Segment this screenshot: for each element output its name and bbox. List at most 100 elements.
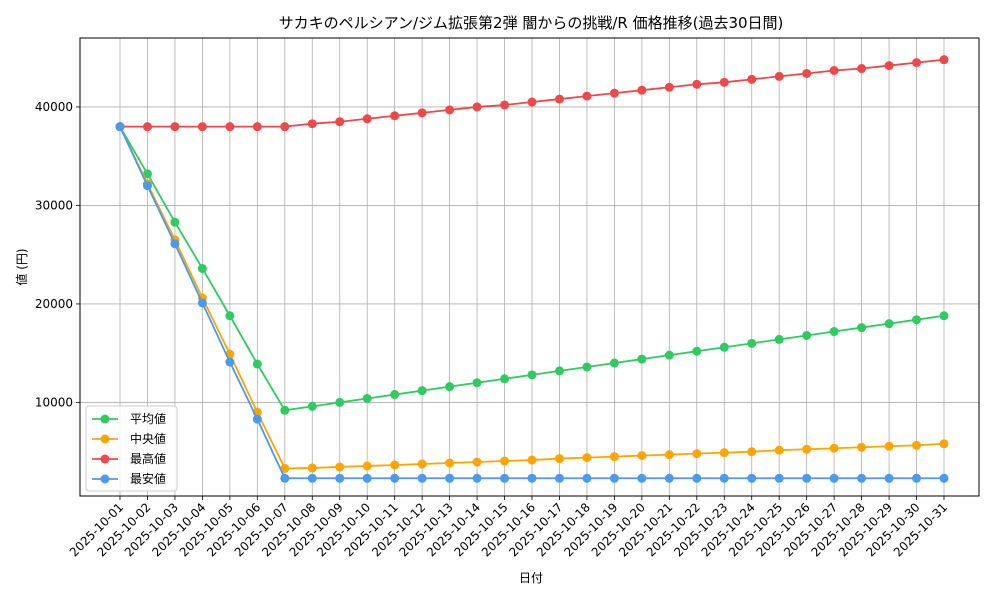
- data-point: [225, 122, 235, 132]
- x-axis-label: 日付: [519, 571, 543, 585]
- data-point: [774, 71, 784, 81]
- data-point: [280, 473, 290, 483]
- data-point: [362, 473, 372, 483]
- data-point: [692, 473, 702, 483]
- series-1: [115, 122, 949, 415]
- data-point: [692, 346, 702, 356]
- legend-label: 中央値: [130, 431, 166, 446]
- data-point: [307, 463, 317, 473]
- data-point: [802, 68, 812, 78]
- data-point: [609, 452, 619, 462]
- data-point: [197, 263, 207, 273]
- data-point: [170, 239, 180, 249]
- data-point: [857, 323, 867, 333]
- y-tick-label: 30000: [35, 198, 73, 212]
- data-point: [335, 117, 345, 127]
- data-point: [857, 64, 867, 74]
- data-point: [142, 169, 152, 179]
- data-point: [417, 386, 427, 396]
- data-point: [802, 330, 812, 340]
- data-point: [170, 217, 180, 227]
- data-point: [582, 453, 592, 463]
- data-point: [609, 88, 619, 98]
- data-point: [445, 105, 455, 115]
- data-point: [884, 473, 894, 483]
- data-point: [664, 473, 674, 483]
- data-point: [637, 473, 647, 483]
- data-point: [802, 473, 812, 483]
- data-point: [829, 327, 839, 337]
- data-point: [609, 473, 619, 483]
- data-point: [829, 473, 839, 483]
- data-point: [417, 473, 427, 483]
- data-point: [115, 122, 125, 132]
- data-point: [719, 473, 729, 483]
- data-point: [362, 461, 372, 471]
- y-tick-label: 20000: [35, 297, 73, 311]
- data-point: [719, 448, 729, 458]
- grid-lines: [80, 38, 979, 496]
- data-point: [912, 315, 922, 325]
- data-point: [609, 358, 619, 368]
- data-point: [307, 473, 317, 483]
- data-point: [307, 401, 317, 411]
- data-point: [554, 454, 564, 464]
- series-4: [115, 122, 949, 483]
- series-2: [115, 122, 949, 473]
- data-point: [472, 457, 482, 467]
- data-point: [747, 338, 757, 348]
- data-point: [582, 473, 592, 483]
- series-group: [115, 55, 949, 483]
- data-point: [527, 455, 537, 465]
- data-point: [582, 91, 592, 101]
- data-point: [390, 390, 400, 400]
- data-point: [637, 85, 647, 95]
- data-point: [774, 334, 784, 344]
- data-point: [857, 473, 867, 483]
- data-point: [472, 473, 482, 483]
- legend-marker: [100, 474, 110, 484]
- data-point: [362, 393, 372, 403]
- data-point: [390, 460, 400, 470]
- data-point: [719, 342, 729, 352]
- legend-label: 最安値: [130, 471, 166, 486]
- data-point: [747, 74, 757, 84]
- data-point: [554, 366, 564, 376]
- data-point: [582, 362, 592, 372]
- data-point: [692, 449, 702, 459]
- data-point: [747, 447, 757, 457]
- data-point: [912, 58, 922, 68]
- data-point: [637, 451, 647, 461]
- data-point: [527, 370, 537, 380]
- data-point: [472, 378, 482, 388]
- data-point: [390, 473, 400, 483]
- y-tick-label: 10000: [35, 395, 73, 409]
- data-point: [774, 473, 784, 483]
- data-point: [500, 456, 510, 466]
- data-point: [280, 463, 290, 473]
- data-point: [500, 374, 510, 384]
- data-point: [335, 397, 345, 407]
- data-point: [829, 443, 839, 453]
- data-point: [472, 102, 482, 112]
- data-point: [445, 473, 455, 483]
- legend-marker: [100, 454, 110, 464]
- data-point: [307, 119, 317, 129]
- y-tick-label: 40000: [35, 100, 73, 114]
- data-point: [939, 55, 949, 65]
- data-point: [527, 97, 537, 107]
- data-point: [362, 114, 372, 124]
- data-point: [500, 473, 510, 483]
- data-point: [719, 77, 729, 87]
- data-point: [664, 350, 674, 360]
- data-point: [280, 122, 290, 132]
- data-point: [252, 122, 262, 132]
- data-point: [225, 357, 235, 367]
- data-point: [500, 100, 510, 110]
- data-point: [884, 61, 894, 71]
- data-point: [829, 66, 839, 76]
- chart-title: サカキのペルシアン/ジム拡張第2弾 闇からの挑戦/R 価格推移(過去30日間): [279, 14, 784, 32]
